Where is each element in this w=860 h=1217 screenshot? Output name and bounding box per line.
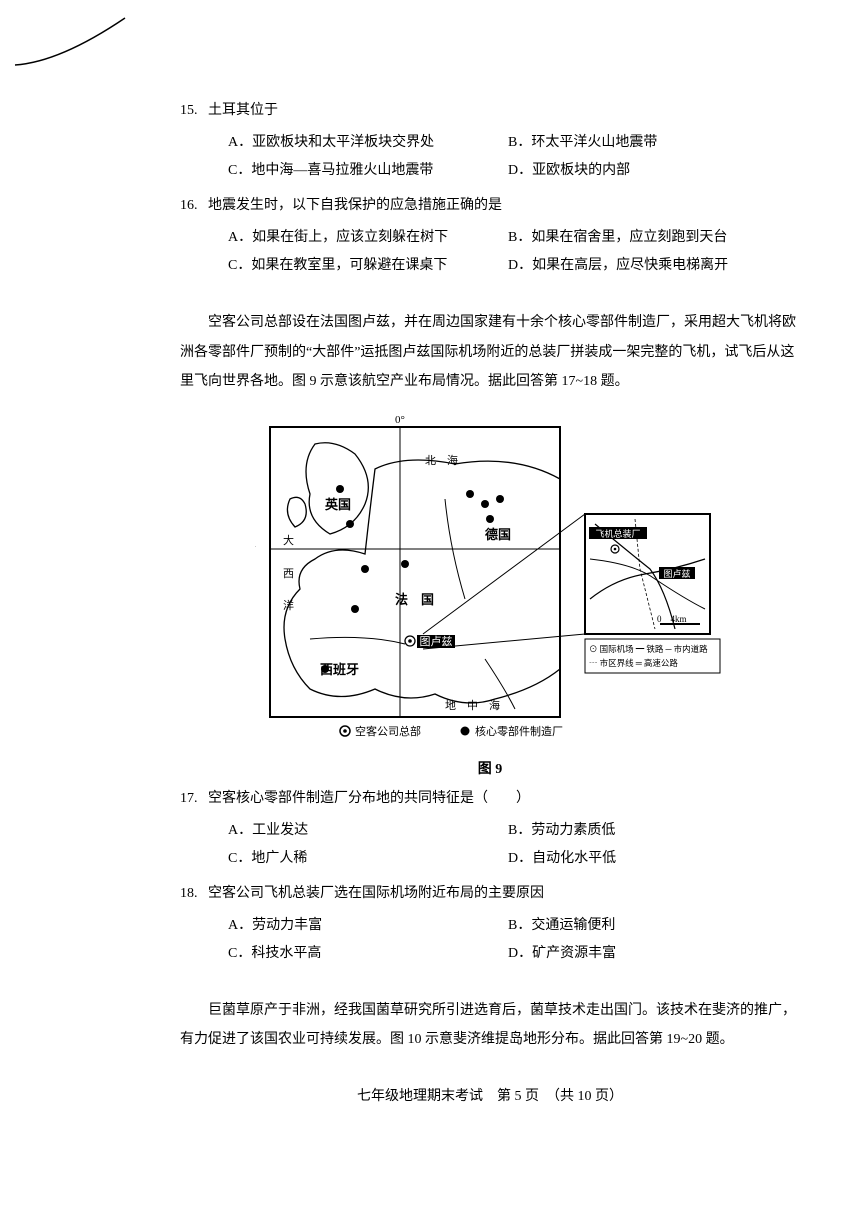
label-50n: 50°N — [255, 544, 256, 556]
q17-number: 17. — [180, 786, 208, 811]
q18-number: 18. — [180, 881, 208, 906]
legend-factory: 核心零部件制造厂 — [475, 724, 563, 738]
q17-option-c: C．地广人稀 — [228, 845, 508, 873]
figure-9-caption: 图 9 — [180, 758, 800, 778]
q16-option-a: A．如果在街上，应该立刻躲在树下 — [228, 224, 508, 252]
q16-stem: 地震发生时，以下自我保护的应急措施正确的是 — [208, 198, 502, 213]
label-uk: 英国 — [324, 497, 351, 512]
legend-hq: 空客公司总部 — [355, 724, 421, 738]
label-assembly: 飞机总装厂 — [595, 528, 640, 539]
q15-option-c: C．地中海—喜马拉雅火山地震带 — [228, 157, 508, 185]
q15-number: 15. — [180, 98, 208, 123]
label-atlantic-1: 大 — [283, 533, 294, 547]
q18-options: A．劳动力丰富 B．交通运输便利 C．科技水平高 D．矿产资源丰富 — [180, 912, 800, 968]
label-scale: 0 4km — [657, 614, 687, 624]
q15-option-b: B．环太平洋火山地震带 — [508, 129, 800, 157]
q16-option-b: B．如果在宿舍里，应立刻跑到天台 — [508, 224, 800, 252]
q15-options: A．亚欧板块和太平洋板块交界处 B．环太平洋火山地震带 C．地中海—喜马拉雅火山… — [180, 129, 800, 185]
label-toulouse: 图卢兹 — [420, 635, 453, 648]
page-footer: 七年级地理期末考试 第 5 页 （共 10 页） — [180, 1085, 800, 1105]
q16-option-c: C．如果在教室里，可躲避在课桌下 — [228, 252, 508, 280]
q18-option-d: D．矿产资源丰富 — [508, 940, 800, 968]
q15-option-d: D．亚欧板块的内部 — [508, 157, 800, 185]
q15-option-a: A．亚欧板块和太平洋板块交界处 — [228, 129, 508, 157]
figure-9: 0° 50°N 北 海 英国 德国 法 国 西班牙 大 西 洋 — [180, 409, 800, 754]
q17-option-b: B．劳动力素质低 — [508, 817, 800, 845]
question-18: 18.空客公司飞机总装厂选在国际机场附近布局的主要原因 — [180, 881, 800, 906]
passage-2: 巨菌草原产于非洲，经我国菌草研究所引进选育后，菌草技术走出国门。该技术在斐济的推… — [180, 996, 800, 1055]
label-med: 地 中 海 — [445, 698, 500, 712]
label-germany: 德国 — [485, 527, 511, 542]
q16-option-d: D．如果在高层，应尽快乘电梯离开 — [508, 252, 800, 280]
question-16: 16.地震发生时，以下自我保护的应急措施正确的是 — [180, 193, 800, 218]
inset-legend-line2: ┄ 市区界线 ═ 高速公路 — [589, 658, 678, 668]
question-15: 15.土耳其位于 — [180, 98, 800, 123]
q17-option-d: D．自动化水平低 — [508, 845, 800, 873]
q18-option-c: C．科技水平高 — [228, 940, 508, 968]
q16-number: 16. — [180, 193, 208, 218]
label-0deg: 0° — [395, 414, 405, 426]
question-17: 17.空客核心零部件制造厂分布地的共同特征是（ ） — [180, 786, 800, 811]
inset-legend-line1: ⊙ 国际机场 ━ 铁路 ─ 市内道路 — [589, 644, 708, 654]
svg-text:西: 西 — [283, 568, 294, 580]
q17-option-a: A．工业发达 — [228, 817, 508, 845]
q18-option-b: B．交通运输便利 — [508, 912, 800, 940]
q17-stem: 空客核心零部件制造厂分布地的共同特征是（ ） — [208, 791, 530, 806]
q16-options: A．如果在街上，应该立刻躲在树下 B．如果在宿舍里，应立刻跑到天台 C．如果在教… — [180, 224, 800, 280]
q17-options: A．工业发达 B．劳动力素质低 C．地广人稀 D．自动化水平低 — [180, 817, 800, 873]
label-north-sea: 北 海 — [425, 453, 458, 467]
label-france: 法 国 — [395, 592, 434, 607]
q18-option-a: A．劳动力丰富 — [228, 912, 508, 940]
exam-page: 15.土耳其位于 A．亚欧板块和太平洋板块交界处 B．环太平洋火山地震带 C．地… — [0, 0, 860, 1145]
label-inset-tlz: 图卢兹 — [663, 568, 690, 579]
passage-1: 空客公司总部设在法国图卢兹，并在周边国家建有十余个核心零部件制造厂，采用超大飞机… — [180, 308, 800, 396]
svg-text:洋: 洋 — [283, 598, 294, 612]
map-europe-airbus: 0° 50°N 北 海 英国 德国 法 国 西班牙 大 西 洋 — [255, 409, 725, 749]
q18-stem: 空客公司飞机总装厂选在国际机场附近布局的主要原因 — [208, 886, 544, 901]
q15-stem: 土耳其位于 — [208, 103, 278, 118]
page-corner-curve — [10, 10, 130, 80]
